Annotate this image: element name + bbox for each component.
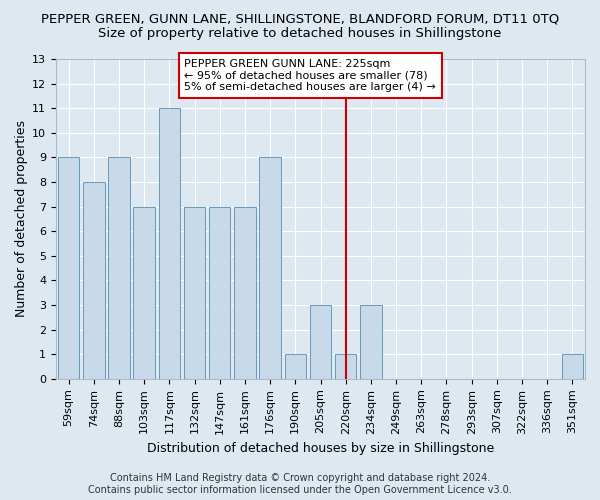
Bar: [284, 354, 306, 379]
Bar: [234, 206, 256, 379]
Text: Contains HM Land Registry data © Crown copyright and database right 2024.
Contai: Contains HM Land Registry data © Crown c…: [88, 474, 512, 495]
Bar: [58, 158, 79, 379]
Bar: [184, 206, 205, 379]
Bar: [310, 305, 331, 379]
Bar: [209, 206, 230, 379]
Text: PEPPER GREEN, GUNN LANE, SHILLINGSTONE, BLANDFORD FORUM, DT11 0TQ: PEPPER GREEN, GUNN LANE, SHILLINGSTONE, …: [41, 12, 559, 26]
X-axis label: Distribution of detached houses by size in Shillingstone: Distribution of detached houses by size …: [147, 442, 494, 455]
Text: PEPPER GREEN GUNN LANE: 225sqm
← 95% of detached houses are smaller (78)
5% of s: PEPPER GREEN GUNN LANE: 225sqm ← 95% of …: [184, 59, 436, 92]
Bar: [83, 182, 104, 379]
Bar: [360, 305, 382, 379]
Bar: [158, 108, 180, 379]
Bar: [108, 158, 130, 379]
Text: Size of property relative to detached houses in Shillingstone: Size of property relative to detached ho…: [98, 28, 502, 40]
Bar: [562, 354, 583, 379]
Y-axis label: Number of detached properties: Number of detached properties: [15, 120, 28, 318]
Bar: [335, 354, 356, 379]
Bar: [259, 158, 281, 379]
Bar: [133, 206, 155, 379]
